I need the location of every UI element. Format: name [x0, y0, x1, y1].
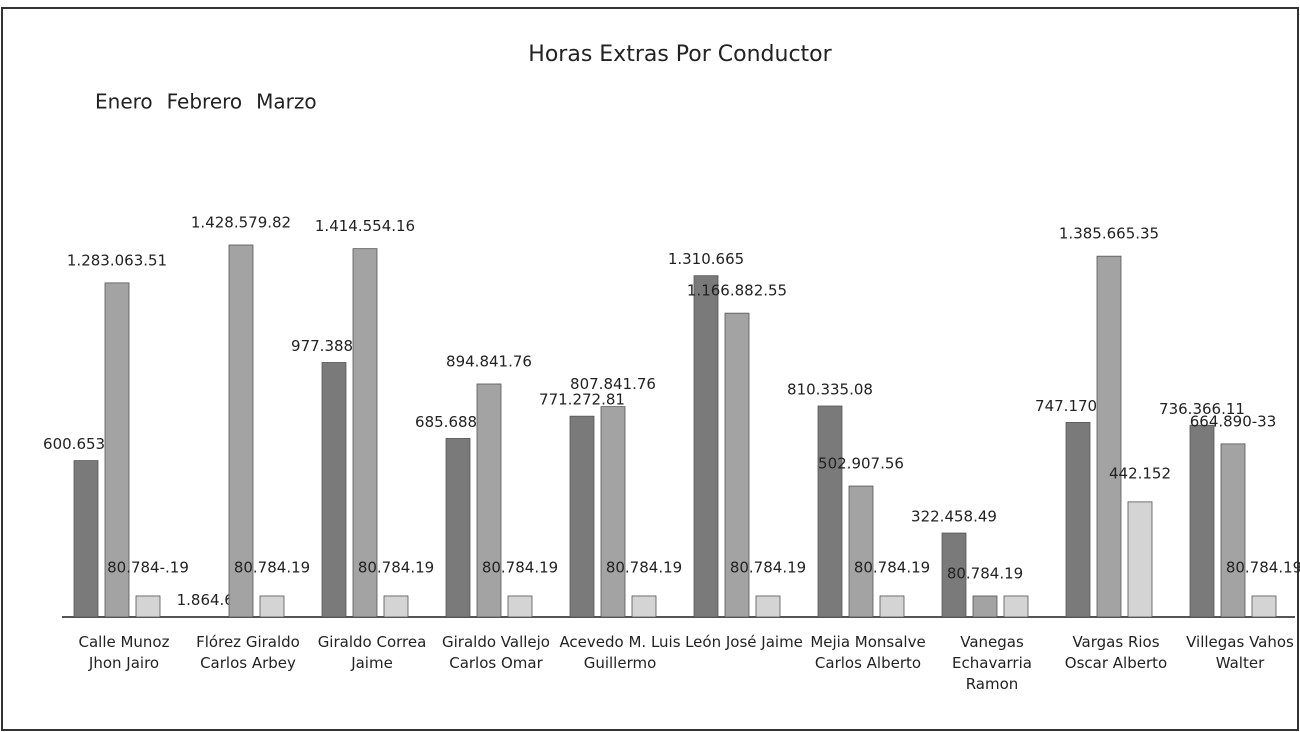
x-tick-label: León José Jaime [685, 633, 803, 651]
bar [1003, 595, 1029, 618]
legend-entry: Enero [95, 90, 153, 114]
x-tick-label: Calle Munoz Jhon Jairo [78, 633, 170, 672]
data-label: 80.784.19 [854, 558, 930, 576]
bar [1096, 255, 1122, 618]
bar [879, 595, 905, 618]
data-label: 80.784.19 [234, 558, 310, 576]
x-tick-label: Vanegas Echavarria Ramon [952, 633, 1032, 693]
x-tick-label: Vargas Rios Oscar Alberto [1064, 633, 1168, 672]
bar [1220, 443, 1246, 618]
bar [569, 415, 595, 618]
bar [1065, 422, 1091, 618]
data-label: 322.458.49 [911, 508, 997, 526]
bar [817, 405, 843, 618]
x-tick-label: Flórez Giraldo Carlos Arbey [196, 633, 300, 672]
bar [848, 485, 874, 618]
bar [228, 244, 254, 618]
bar [383, 595, 409, 618]
data-label: 80.784-.19 [107, 558, 189, 576]
data-label: 1.864.63 [177, 591, 244, 609]
data-label: 736.366.11 [1159, 400, 1245, 418]
chart-title: Horas Extras Por Conductor [528, 42, 832, 67]
x-tick-label: Giraldo Vallejo Carlos Omar [442, 633, 550, 672]
data-label: 80.784.19 [1226, 558, 1300, 576]
bar [445, 438, 471, 618]
bar [600, 406, 626, 618]
bar [693, 275, 719, 618]
data-label: 1.166.882.55 [687, 282, 787, 300]
data-label: 80.784.19 [482, 558, 558, 576]
bar [507, 595, 533, 618]
data-label: 807.841.76 [570, 375, 656, 393]
data-label: 810.335.08 [787, 380, 873, 398]
bar [73, 460, 99, 618]
data-label: 1.414.554.16 [315, 217, 415, 235]
x-tick-label: Giraldo Correa Jaime [317, 633, 427, 672]
bar [135, 595, 161, 618]
legend-entry: Febrero [167, 90, 243, 114]
data-label: 80.784.19 [947, 564, 1023, 582]
data-label: 502.907.56 [818, 455, 904, 473]
data-label: 1.283.063.51 [67, 251, 167, 269]
data-label: 80.784.19 [358, 558, 434, 576]
bar [972, 595, 998, 618]
bar [1251, 595, 1277, 618]
data-label: 80.784.19 [730, 558, 806, 576]
bar [476, 383, 502, 618]
bar [724, 312, 750, 618]
data-label: 894.841.76 [446, 352, 532, 370]
bar [1189, 424, 1215, 618]
x-tick-label: Mejia Monsalve Carlos Alberto [810, 633, 926, 672]
data-label: 664.890-33 [1190, 412, 1277, 430]
bar [755, 595, 781, 618]
data-label: 1.385.665.35 [1059, 225, 1159, 243]
bar [104, 282, 130, 618]
data-label: 80.784.19 [606, 558, 682, 576]
data-label: 442.152 [1109, 464, 1171, 482]
data-label: 1.310.665 [668, 250, 744, 268]
bar [352, 248, 378, 618]
x-tick-label: Acevedo M. Luis Guillermo [559, 633, 681, 672]
frame [1, 7, 1299, 731]
data-label: 771.272.81 [539, 391, 625, 409]
bar [1127, 501, 1153, 618]
bar [631, 595, 657, 618]
x-tick-label: Villegas Vahos Walter [1186, 633, 1294, 672]
data-label: 1.428.579.82 [191, 214, 291, 232]
bar [259, 595, 285, 618]
bar [941, 532, 967, 618]
legend-entry: Marzo [256, 90, 316, 114]
bar [321, 362, 347, 618]
